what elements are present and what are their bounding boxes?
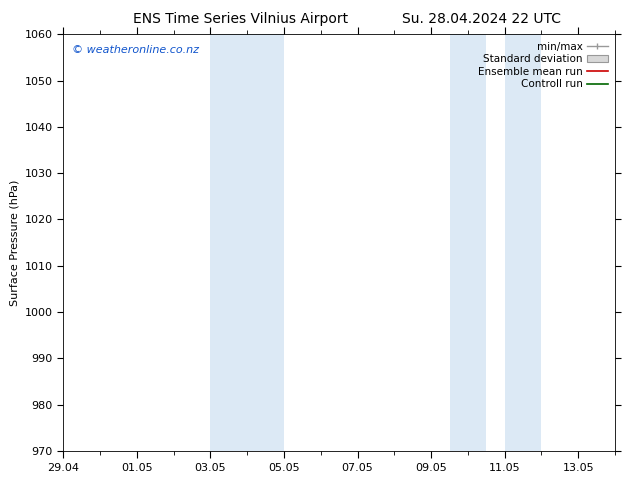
Bar [247, 34, 284, 451]
Bar [210, 34, 247, 451]
Legend: min/max, Standard deviation, Ensemble mean run, Controll run: min/max, Standard deviation, Ensemble me… [476, 40, 610, 92]
Text: ENS Time Series Vilnius Airport: ENS Time Series Vilnius Airport [133, 12, 349, 26]
Y-axis label: Surface Pressure (hPa): Surface Pressure (hPa) [10, 179, 19, 306]
Bar [505, 34, 541, 451]
Bar [450, 34, 486, 451]
Text: © weatheronline.co.nz: © weatheronline.co.nz [72, 45, 198, 55]
Text: Su. 28.04.2024 22 UTC: Su. 28.04.2024 22 UTC [403, 12, 561, 26]
